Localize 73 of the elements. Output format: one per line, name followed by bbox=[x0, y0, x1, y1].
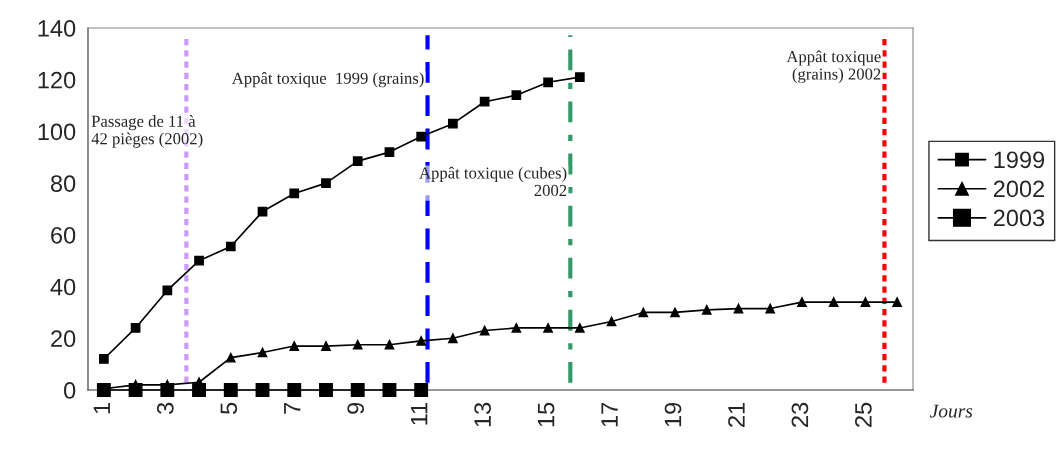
point bbox=[448, 333, 458, 344]
x-tick-label: 9 bbox=[347, 402, 365, 414]
legend-label: 2002 bbox=[993, 180, 1045, 198]
point bbox=[543, 77, 553, 88]
annotation: Appât toxique 1999 (grains) bbox=[231, 72, 424, 88]
y-tick-label: 140 bbox=[38, 20, 76, 37]
y-tick-label: 20 bbox=[51, 330, 76, 348]
x-tick-label: 13 bbox=[474, 402, 491, 427]
point bbox=[511, 90, 522, 101]
point bbox=[130, 323, 141, 333]
point bbox=[289, 341, 300, 351]
y-tick-label: 100 bbox=[38, 123, 76, 141]
point bbox=[194, 255, 204, 266]
annotation: Appât toxique (grains) 2002 bbox=[786, 50, 881, 84]
point bbox=[670, 307, 680, 318]
point bbox=[638, 307, 649, 318]
point bbox=[860, 297, 871, 307]
legend-label: 2003 bbox=[993, 209, 1045, 227]
point bbox=[797, 297, 807, 307]
point bbox=[511, 323, 522, 333]
y-tick-label: 60 bbox=[51, 226, 76, 244]
point bbox=[350, 383, 365, 397]
point bbox=[479, 325, 490, 336]
point bbox=[765, 303, 776, 314]
x-tick-label: 17 bbox=[601, 402, 618, 427]
point bbox=[892, 297, 902, 307]
point bbox=[287, 383, 302, 397]
point bbox=[321, 341, 331, 351]
point bbox=[543, 323, 553, 333]
point bbox=[225, 352, 236, 363]
point bbox=[384, 339, 395, 350]
point bbox=[701, 304, 712, 315]
point bbox=[448, 118, 458, 129]
point bbox=[574, 323, 585, 333]
point bbox=[321, 178, 331, 189]
x-tick-label: 11 bbox=[411, 402, 428, 425]
point bbox=[416, 131, 427, 142]
point bbox=[162, 285, 173, 296]
x-tick-label: 1 bbox=[93, 402, 110, 414]
point bbox=[382, 383, 397, 397]
point bbox=[414, 383, 429, 397]
x-tick-label: 15 bbox=[537, 402, 555, 427]
x-tick-label: 21 bbox=[728, 402, 745, 427]
annotation: Passage de 11 à 42 pièges (2002) bbox=[91, 115, 203, 148]
point bbox=[223, 383, 238, 397]
point bbox=[384, 147, 395, 157]
point bbox=[352, 156, 363, 167]
legend-label: 1999 bbox=[994, 151, 1045, 169]
point bbox=[828, 297, 839, 307]
point bbox=[255, 383, 270, 397]
point bbox=[574, 72, 585, 82]
x-tick-label: 25 bbox=[855, 402, 872, 427]
y-tick-label: 120 bbox=[38, 71, 76, 89]
point bbox=[225, 241, 236, 252]
point bbox=[257, 347, 268, 358]
point bbox=[99, 354, 109, 364]
x-tick-label: 7 bbox=[284, 402, 301, 414]
point bbox=[289, 188, 300, 199]
y-tick-label: 80 bbox=[50, 175, 76, 192]
point bbox=[606, 316, 617, 327]
point bbox=[733, 303, 744, 314]
x-tick-label: 19 bbox=[664, 402, 682, 427]
x-tick-label: 3 bbox=[156, 402, 174, 415]
annotation: Appât toxique (cubes) 2002 bbox=[419, 166, 567, 197]
point bbox=[319, 383, 333, 397]
x-tick-label: 5 bbox=[220, 402, 238, 414]
y-tick-label: 40 bbox=[50, 278, 76, 296]
point bbox=[416, 336, 427, 346]
point bbox=[479, 96, 490, 107]
y-tick-label: 0 bbox=[63, 382, 76, 399]
x-axis-title: Jours bbox=[929, 404, 973, 418]
x-tick-label: 23 bbox=[791, 402, 809, 427]
point bbox=[352, 339, 363, 350]
